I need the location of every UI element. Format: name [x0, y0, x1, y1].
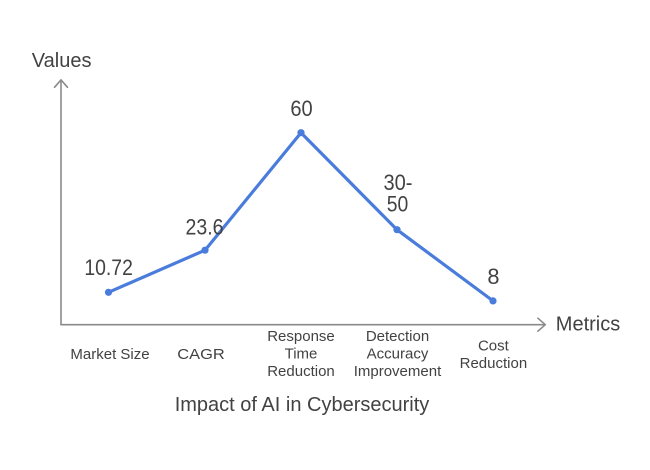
svg-text:60: 60: [290, 96, 312, 121]
svg-text:23.6: 23.6: [186, 215, 224, 240]
svg-text:Market Size: Market Size: [70, 346, 149, 363]
svg-text:CAGR: CAGR: [177, 346, 225, 363]
svg-text:Response: Response: [267, 328, 335, 345]
svg-text:Cost: Cost: [478, 337, 510, 354]
svg-text:Improvement: Improvement: [354, 363, 442, 380]
svg-text:50: 50: [387, 192, 409, 217]
svg-text:Accuracy: Accuracy: [367, 346, 429, 363]
svg-text:Metrics: Metrics: [556, 314, 620, 336]
svg-text:Reduction: Reduction: [267, 363, 335, 380]
svg-text:30-: 30-: [384, 170, 413, 195]
svg-text:Values: Values: [32, 50, 92, 72]
svg-text:Impact of AI in Cybersecurity: Impact of AI in Cybersecurity: [175, 394, 430, 416]
svg-text:10.72: 10.72: [84, 255, 133, 280]
svg-text:Time: Time: [285, 346, 318, 363]
svg-text:Detection: Detection: [366, 328, 429, 345]
svg-text:Reduction: Reduction: [460, 355, 528, 372]
svg-text:8: 8: [487, 264, 499, 289]
